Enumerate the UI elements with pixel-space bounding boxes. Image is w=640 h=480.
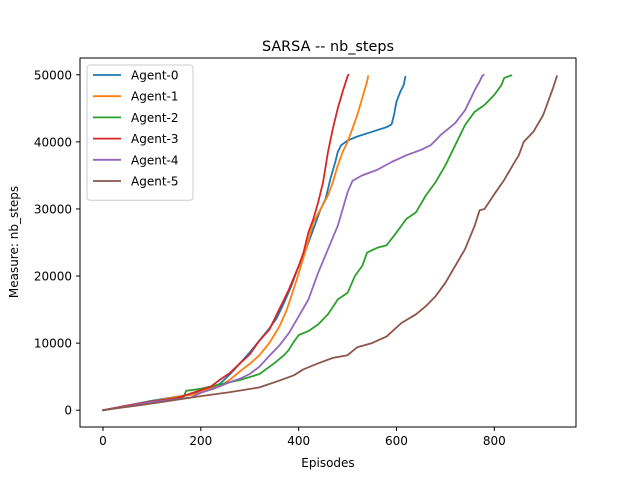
chart-title: SARSA -- nb_steps	[262, 39, 394, 55]
x-tick-label: 600	[385, 434, 408, 448]
y-axis-label: Measure: nb_steps	[7, 186, 21, 298]
x-tick-label: 800	[483, 434, 506, 448]
legend-label-3: Agent-3	[131, 132, 178, 146]
y-tick-label: 20000	[34, 270, 72, 284]
y-axis: 0 10000 20000 30000 40000 50000	[34, 68, 80, 418]
series-line-5	[102, 75, 558, 412]
legend-label-2: Agent-2	[131, 111, 178, 125]
series-line-2	[102, 74, 513, 412]
y-tick-label: 50000	[34, 68, 72, 82]
y-tick-label: 30000	[34, 202, 72, 216]
y-tick-label: 0	[64, 404, 72, 418]
x-axis: 0 200 400 600 800	[99, 427, 506, 448]
plot-frame	[79, 57, 577, 428]
y-tick-label: 10000	[34, 337, 72, 351]
series-line-4	[102, 73, 485, 412]
x-tick-label: 200	[189, 434, 212, 448]
legend-label-4: Agent-4	[131, 153, 178, 167]
y-tick-label: 40000	[34, 135, 72, 149]
series-line-3	[102, 73, 350, 412]
legend-label-5: Agent-5	[131, 175, 178, 189]
legend-label-0: Agent-0	[131, 69, 178, 83]
series-layer	[102, 73, 558, 412]
x-axis-label: Episodes	[301, 456, 354, 470]
x-tick-label: 0	[99, 434, 107, 448]
legend-label-1: Agent-1	[131, 90, 178, 104]
legend: Agent-0 Agent-1 Agent-2 Agent-3 Agent-4 Agent…	[86, 64, 194, 201]
legend-box	[86, 64, 194, 201]
x-tick-label: 400	[287, 434, 310, 448]
